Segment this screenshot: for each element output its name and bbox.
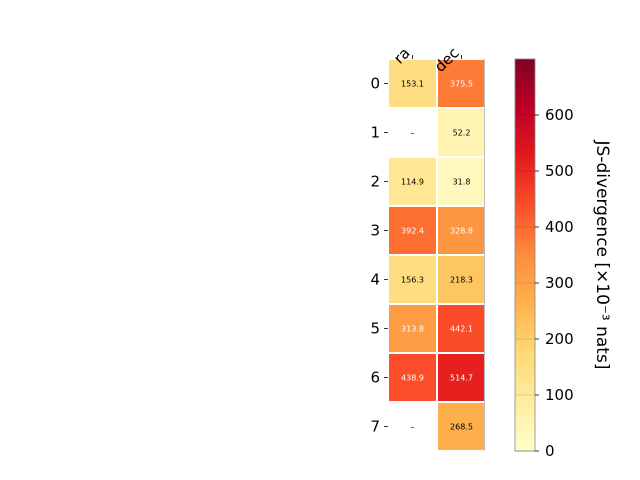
cell-value-label-0-ra: 153.1 xyxy=(401,80,424,89)
heatmap-cell-2-ra xyxy=(389,158,436,205)
row-tick-label-4: 4 xyxy=(370,271,380,289)
heatmap-layer: 153.1 375.5 – 52.2 114.9 31.8 392.4 328.8 156.3 2… xyxy=(389,60,485,450)
row-tick-label-6: 6 xyxy=(370,369,380,387)
cell-value-label-1-ra: – xyxy=(411,129,415,138)
heatmap-cell-5-ra xyxy=(389,305,436,352)
heatmap-cell-2-dec xyxy=(438,158,485,205)
colorbar-tick-label-500: 500 xyxy=(545,162,574,180)
heatmap-cell-1-ra xyxy=(389,109,436,156)
heatmap-cell-4-dec xyxy=(438,256,485,303)
colorbar: 0 100 200 300 400 500 600 JS-divergence [×10⁻³ … xyxy=(514,58,612,460)
heatmap-cell-1-dec xyxy=(438,109,485,156)
cell-value-label-2-ra: 114.9 xyxy=(401,178,424,187)
row-tick-label-3: 3 xyxy=(370,222,380,240)
colorbar-tick-label-200: 200 xyxy=(545,330,574,348)
colorbar-tick-label-600: 600 xyxy=(545,106,574,124)
heatmap-cell-3-dec xyxy=(438,207,485,254)
heatmap-cell-5-dec xyxy=(438,305,485,352)
cell-value-label-4-ra: 156.3 xyxy=(401,276,424,285)
row-tick-label-2: 2 xyxy=(370,173,380,191)
heatmap-cell-7-dec xyxy=(438,403,485,450)
cell-value-label-5-dec: 442.1 xyxy=(450,325,473,334)
colorbar-tick-label-400: 400 xyxy=(545,218,574,236)
cell-value-label-1-dec: 52.2 xyxy=(453,129,471,138)
heatmap-cell-6-dec xyxy=(438,354,485,401)
heatmap-cell-4-ra xyxy=(389,256,436,303)
colorbar-gradient-bar xyxy=(514,58,536,452)
cell-value-label-0-dec: 375.5 xyxy=(450,80,473,89)
row-tick-label-0: 0 xyxy=(370,75,380,93)
heatmap-cell-7-ra xyxy=(389,403,436,450)
cell-value-label-2-dec: 31.8 xyxy=(453,178,471,187)
heatmap-cell-6-ra xyxy=(389,354,436,401)
colorbar-axis-label: JS-divergence [×10⁻³ nats] xyxy=(592,140,612,370)
colorbar-tick-label-100: 100 xyxy=(545,386,574,404)
colorbar-tick-label-300: 300 xyxy=(545,274,574,292)
heatmap-cell-0-dec xyxy=(438,60,485,107)
row-tick-label-7: 7 xyxy=(370,418,380,436)
cell-value-label-4-dec: 218.3 xyxy=(450,276,473,285)
heatmap-cell-0-ra xyxy=(389,60,436,107)
cell-value-label-7-ra: – xyxy=(411,423,415,432)
cell-value-label-3-ra: 392.4 xyxy=(401,227,424,236)
cell-value-label-3-dec: 328.8 xyxy=(450,227,473,236)
heatmap-cell-3-ra xyxy=(389,207,436,254)
cell-value-label-6-dec: 514.7 xyxy=(450,374,473,383)
row-tick-label-5: 5 xyxy=(370,320,380,338)
cell-value-label-7-dec: 268.5 xyxy=(450,423,473,432)
colorbar-tick-label-0: 0 xyxy=(545,442,555,460)
cell-value-label-5-ra: 313.8 xyxy=(401,325,424,334)
cell-value-label-6-ra: 438.9 xyxy=(401,374,424,383)
row-tick-label-1: 1 xyxy=(370,124,380,142)
